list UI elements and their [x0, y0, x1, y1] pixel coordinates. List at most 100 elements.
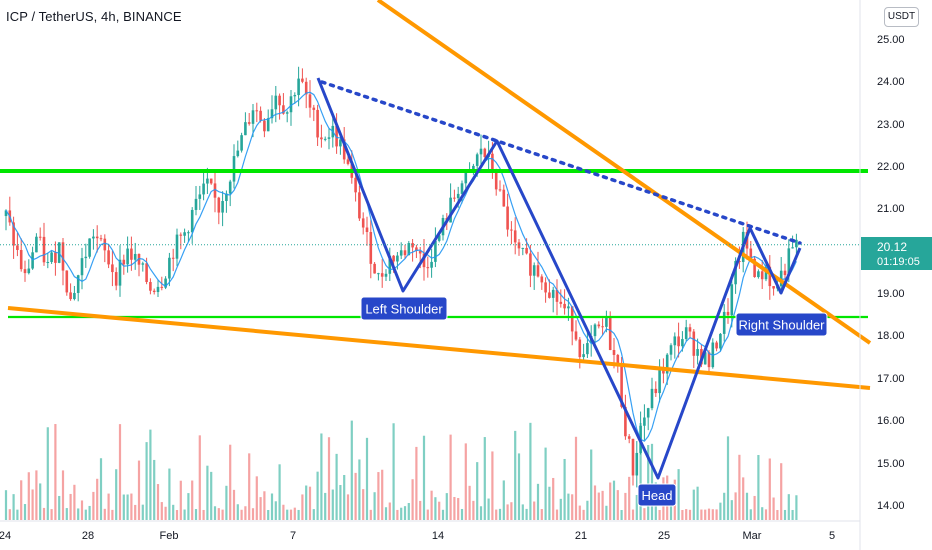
- volume-bar: [335, 453, 338, 520]
- volume-bar: [126, 494, 129, 520]
- candle-body: [578, 339, 582, 358]
- volume-bar: [210, 471, 213, 520]
- candle-body: [278, 95, 281, 106]
- candle-body: [84, 256, 88, 259]
- candle-body: [228, 181, 232, 194]
- candle-body: [365, 227, 369, 233]
- candle-body: [133, 253, 137, 260]
- volume-bar: [88, 505, 91, 520]
- volume-bar: [308, 486, 312, 520]
- candle-body: [665, 354, 669, 374]
- x-tick-label: 7: [290, 530, 296, 542]
- candle-body: [16, 245, 19, 250]
- pattern-lines: [0, 0, 872, 480]
- volume-bar: [768, 458, 771, 520]
- volume-bar: [69, 493, 72, 520]
- x-tick-label: Feb: [160, 530, 179, 542]
- pattern-label-text: Left Shoulder: [365, 302, 443, 317]
- volume-bar: [495, 509, 498, 520]
- volume-bar: [259, 497, 262, 520]
- volume-bar: [506, 504, 509, 520]
- x-tick-label: 21: [575, 530, 587, 542]
- volume-bar: [248, 453, 251, 520]
- lower-trendline: [7, 306, 871, 390]
- candle-body: [69, 292, 72, 300]
- volume-bar: [183, 509, 186, 520]
- candle-body: [190, 209, 194, 233]
- volume-bar: [476, 462, 479, 520]
- volume-bar: [639, 422, 642, 520]
- volume-bar: [270, 493, 274, 520]
- volume-bar: [350, 420, 353, 520]
- volume-bar: [320, 433, 323, 520]
- volume-bar: [16, 509, 19, 520]
- candle-body: [494, 172, 498, 190]
- volume-bar: [449, 434, 452, 520]
- chart-title: ICP / TetherUS, 4h, BINANCE: [6, 9, 182, 24]
- volume-bar: [73, 484, 76, 520]
- volume-bar: [4, 490, 8, 520]
- y-tick-label: 17.00: [877, 373, 905, 385]
- volume-bar: [42, 507, 46, 520]
- volume-bar: [434, 497, 437, 520]
- candle-body: [544, 282, 547, 293]
- candle-body: [50, 252, 53, 262]
- candle-body: [171, 257, 175, 259]
- volume-bar: [472, 500, 475, 520]
- volume-bar: [54, 424, 57, 520]
- volume-bar: [236, 504, 239, 520]
- candle-body: [437, 235, 441, 241]
- candle-body: [103, 238, 107, 251]
- volume-bar: [688, 509, 692, 520]
- candle-body: [646, 408, 650, 418]
- candle-body: [567, 306, 570, 309]
- volume-bar: [761, 507, 764, 520]
- volume-bar: [525, 508, 528, 520]
- volume-bar: [217, 508, 220, 520]
- volume-bar: [358, 459, 361, 520]
- volume-bar: [479, 506, 483, 520]
- candle-body: [209, 178, 213, 184]
- volume-bar: [772, 497, 775, 520]
- price-tag-countdown: 01:19:05: [877, 256, 920, 268]
- pattern-labels: Left Shoulder Head Right Shoulder: [360, 296, 828, 507]
- volume-bar: [297, 509, 300, 520]
- volume-bar: [84, 509, 87, 520]
- candle-body: [658, 369, 661, 394]
- candle-body: [221, 201, 224, 213]
- candle-body: [164, 278, 167, 288]
- candle-body: [426, 267, 430, 269]
- volume-bar: [369, 509, 372, 520]
- x-tick-label: 24: [0, 530, 11, 542]
- volume-bar: [593, 485, 597, 520]
- candle-body: [510, 229, 513, 231]
- candle-body: [206, 178, 209, 184]
- candle-body: [453, 197, 456, 199]
- volume-bar: [407, 503, 410, 520]
- volume-bar: [647, 444, 650, 520]
- volume-bar: [384, 507, 388, 520]
- volume-bar: [229, 444, 232, 520]
- candle-body: [540, 276, 544, 283]
- currency-button[interactable]: USDT: [884, 7, 919, 27]
- candle-body: [673, 336, 677, 346]
- candle-body: [126, 248, 129, 265]
- volume-bar: [468, 485, 471, 520]
- candle-body: [415, 247, 418, 252]
- candle-body: [491, 153, 494, 173]
- candle-body: [403, 250, 407, 256]
- candle-body: [513, 230, 517, 243]
- volume-bar: [696, 486, 699, 520]
- candle-body: [517, 242, 521, 249]
- volume-bar: [377, 472, 380, 520]
- candle-body: [472, 165, 475, 172]
- volume-bar: [145, 442, 148, 520]
- candle-body: [475, 154, 479, 166]
- candle-body: [563, 303, 566, 309]
- volume-bar: [590, 449, 593, 520]
- volume-bar: [658, 509, 661, 520]
- candle-body: [586, 343, 589, 355]
- candle-body: [198, 194, 202, 199]
